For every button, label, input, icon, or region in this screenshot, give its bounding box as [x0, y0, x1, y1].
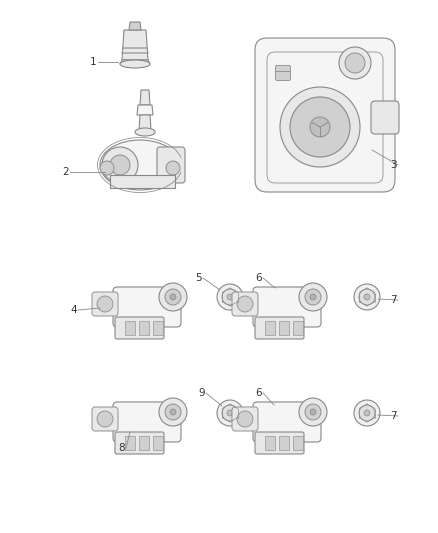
Circle shape — [354, 400, 380, 426]
Bar — [279, 436, 289, 450]
FancyBboxPatch shape — [113, 287, 181, 327]
Polygon shape — [122, 30, 148, 60]
FancyBboxPatch shape — [232, 407, 258, 431]
Circle shape — [110, 155, 130, 175]
Bar — [139, 436, 149, 450]
Polygon shape — [129, 22, 141, 30]
Polygon shape — [122, 48, 148, 53]
Bar — [153, 436, 163, 450]
FancyBboxPatch shape — [255, 432, 304, 454]
Bar — [125, 321, 135, 335]
Circle shape — [237, 411, 253, 427]
Text: 7: 7 — [390, 411, 397, 421]
Circle shape — [364, 410, 370, 416]
Circle shape — [227, 410, 233, 416]
Circle shape — [217, 284, 243, 310]
FancyBboxPatch shape — [371, 101, 399, 134]
Circle shape — [354, 284, 380, 310]
Circle shape — [364, 294, 370, 300]
Circle shape — [97, 296, 113, 312]
Circle shape — [170, 294, 176, 300]
Circle shape — [339, 47, 371, 79]
Bar — [279, 321, 289, 335]
Circle shape — [159, 398, 187, 426]
Circle shape — [290, 97, 350, 157]
Circle shape — [280, 87, 360, 167]
FancyBboxPatch shape — [113, 402, 181, 442]
FancyBboxPatch shape — [255, 317, 304, 339]
FancyBboxPatch shape — [267, 52, 383, 183]
FancyBboxPatch shape — [157, 147, 185, 183]
Circle shape — [305, 289, 321, 305]
Bar — [125, 436, 135, 450]
Text: 1: 1 — [90, 57, 97, 67]
FancyBboxPatch shape — [115, 432, 164, 454]
Text: 3: 3 — [390, 160, 397, 170]
Bar — [293, 321, 303, 335]
Text: 6: 6 — [255, 273, 261, 283]
Bar — [265, 436, 275, 450]
FancyBboxPatch shape — [276, 71, 290, 80]
Bar — [139, 321, 149, 335]
Circle shape — [166, 161, 180, 175]
Circle shape — [102, 147, 138, 183]
FancyBboxPatch shape — [255, 38, 395, 192]
Polygon shape — [110, 175, 175, 188]
FancyBboxPatch shape — [92, 407, 118, 431]
Circle shape — [310, 294, 316, 300]
Circle shape — [345, 53, 365, 73]
Ellipse shape — [120, 60, 150, 68]
Text: 8: 8 — [118, 443, 125, 453]
Polygon shape — [120, 60, 150, 64]
Bar — [153, 321, 163, 335]
Polygon shape — [140, 90, 150, 105]
Text: 2: 2 — [62, 167, 69, 177]
Text: 6: 6 — [255, 388, 261, 398]
FancyBboxPatch shape — [115, 317, 164, 339]
Circle shape — [299, 283, 327, 311]
Text: 9: 9 — [198, 388, 205, 398]
Circle shape — [222, 405, 238, 421]
Circle shape — [170, 409, 176, 415]
Circle shape — [310, 117, 330, 137]
Polygon shape — [139, 115, 151, 130]
FancyBboxPatch shape — [232, 292, 258, 316]
Circle shape — [165, 404, 181, 420]
Polygon shape — [137, 105, 153, 115]
Text: 5: 5 — [195, 273, 201, 283]
Ellipse shape — [100, 140, 180, 190]
FancyBboxPatch shape — [92, 292, 118, 316]
FancyBboxPatch shape — [253, 402, 321, 442]
Text: 4: 4 — [70, 305, 77, 315]
Circle shape — [97, 411, 113, 427]
Bar — [265, 321, 275, 335]
Circle shape — [227, 294, 233, 300]
Circle shape — [299, 398, 327, 426]
Circle shape — [217, 400, 243, 426]
Circle shape — [310, 409, 316, 415]
FancyBboxPatch shape — [276, 66, 290, 75]
Circle shape — [359, 405, 375, 421]
Circle shape — [359, 289, 375, 305]
Circle shape — [165, 289, 181, 305]
Circle shape — [159, 283, 187, 311]
Circle shape — [237, 296, 253, 312]
Circle shape — [100, 161, 114, 175]
Circle shape — [222, 289, 238, 305]
Circle shape — [305, 404, 321, 420]
FancyBboxPatch shape — [253, 287, 321, 327]
Ellipse shape — [135, 128, 155, 136]
Bar — [293, 436, 303, 450]
Text: 7: 7 — [390, 295, 397, 305]
